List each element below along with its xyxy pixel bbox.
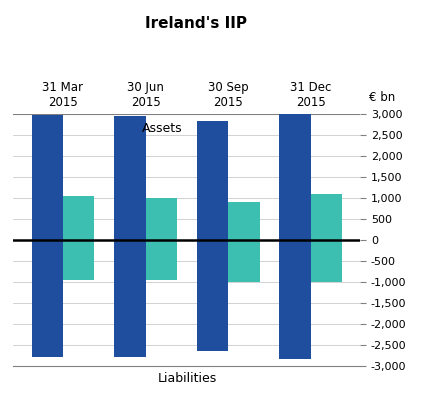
X-axis label: Liabilities: Liabilities (157, 372, 217, 385)
Bar (114, 240, 146, 357)
Bar (279, 114, 311, 240)
Bar (228, 240, 259, 282)
Bar (114, 116, 146, 240)
Bar (63, 196, 94, 240)
Bar (311, 240, 342, 282)
Bar (32, 115, 63, 240)
Bar (228, 202, 259, 240)
Text: Assets: Assets (142, 122, 182, 135)
Bar (311, 194, 342, 240)
Bar (63, 240, 94, 280)
Bar (146, 198, 177, 240)
Bar (146, 240, 177, 280)
Text: Ireland's IIP: Ireland's IIP (145, 16, 247, 31)
Bar (197, 240, 228, 351)
Text: € bn: € bn (369, 91, 396, 104)
Bar (197, 121, 228, 240)
Legend: IFSC, Non-IFSC: IFSC, Non-IFSC (90, 403, 228, 407)
Bar (279, 240, 311, 359)
Bar (32, 240, 63, 357)
